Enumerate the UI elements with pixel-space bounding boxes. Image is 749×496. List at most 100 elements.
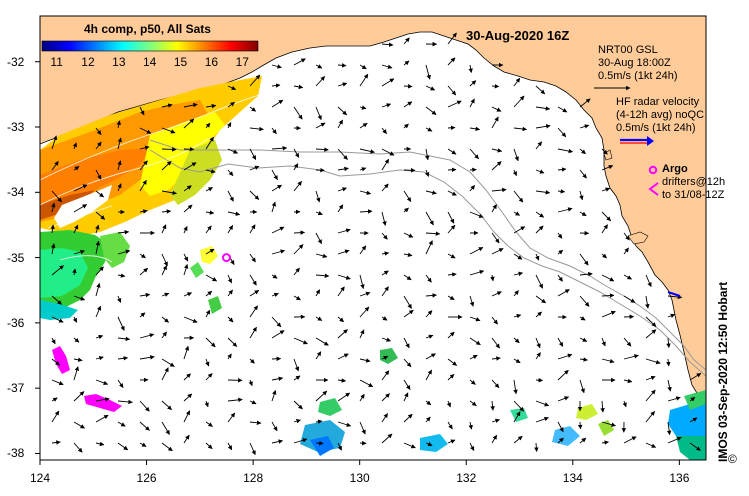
current-arrow [425, 64, 431, 80]
current-arrow [293, 267, 300, 276]
current-arrow [95, 266, 104, 276]
current-arrow [469, 337, 481, 346]
current-arrow [51, 410, 60, 423]
current-arrow [315, 147, 329, 152]
current-arrow [183, 345, 190, 360]
current-arrow [337, 274, 351, 280]
current-arrow [535, 253, 540, 261]
current-arrow [51, 440, 61, 445]
current-arrow [183, 393, 193, 402]
current-arrow [161, 224, 167, 234]
current-arrow [248, 379, 253, 387]
current-arrow [689, 373, 702, 381]
current-arrow [139, 209, 148, 214]
current-arrow [491, 418, 500, 423]
current-arrow [425, 334, 434, 339]
current-arrow [117, 442, 129, 451]
current-arrow [447, 272, 457, 277]
current-arrow [381, 370, 390, 381]
current-arrow [359, 122, 368, 129]
current-arrow [315, 64, 323, 69]
current-arrow [403, 84, 413, 89]
current-arrow [183, 316, 198, 323]
current-arrow [95, 305, 102, 318]
current-arrow [623, 378, 633, 384]
latitude-tick-label: -33 [7, 120, 25, 134]
current-arrow [381, 148, 395, 156]
current-arrow [577, 421, 583, 430]
current-arrow [491, 316, 498, 325]
current-arrow [271, 316, 282, 328]
current-arrow [73, 421, 85, 429]
current-arrow [557, 337, 564, 347]
current-arrow [95, 211, 106, 220]
current-arrow [161, 265, 168, 276]
current-arrow [557, 106, 568, 113]
current-arrow [403, 101, 413, 108]
current-arrow [579, 169, 587, 179]
current-arrow [95, 240, 100, 255]
current-arrow [447, 85, 457, 96]
colorbar-tick-label: 17 [235, 55, 249, 69]
current-arrow [293, 148, 300, 158]
current-arrow [403, 379, 411, 390]
current-arrow [403, 295, 412, 309]
current-arrow [117, 160, 122, 171]
current-arrow [315, 351, 322, 360]
current-arrow [249, 224, 256, 234]
hf-legend-line-3: 0.5m/s (1kt 24h) [616, 122, 696, 134]
current-arrow [73, 295, 86, 301]
current-arrow [579, 437, 587, 444]
current-arrow [601, 211, 612, 222]
current-arrow [95, 282, 101, 297]
longitude-tick-label: 132 [456, 471, 477, 485]
hf-legend-line-1: HF radar velocity [616, 96, 700, 108]
current-arrow [381, 64, 393, 69]
current-arrow [403, 37, 410, 45]
colorbar-tick-label: 16 [204, 55, 219, 69]
current-arrow [381, 103, 392, 108]
current-arrow [600, 400, 605, 413]
current-arrow [249, 358, 255, 364]
current-arrow [95, 379, 109, 386]
current-arrow [623, 247, 629, 255]
current-arrow [468, 64, 473, 74]
argo-float-marker[interactable] [221, 253, 231, 263]
current-arrow [139, 442, 147, 447]
current-arrow [359, 64, 367, 70]
current-arrow [359, 209, 373, 214]
current-arrow [161, 421, 170, 435]
current-arrow [293, 419, 301, 424]
current-arrow [73, 166, 80, 171]
current-arrow [51, 202, 56, 213]
current-arrow [51, 397, 58, 402]
current-arrow [381, 78, 395, 87]
current-arrow [513, 313, 522, 319]
current-arrow [359, 105, 367, 110]
current-arrow [227, 225, 234, 234]
current-arrow [271, 421, 278, 432]
current-arrow [359, 291, 371, 297]
current-arrow [469, 98, 475, 108]
current-arrow [491, 356, 501, 361]
current-arrow [73, 224, 79, 234]
current-arrow [271, 439, 284, 444]
colorbar-bar [41, 40, 259, 52]
current-arrow [359, 190, 372, 195]
current-arrow [95, 127, 102, 135]
current-arrow [601, 337, 606, 347]
current-arrow [469, 80, 477, 87]
current-arrow [183, 292, 193, 297]
longitude-tick-label: 126 [136, 471, 157, 485]
current-arrow [579, 98, 591, 108]
model-legend-line-1: NRT00 GSL [598, 44, 658, 56]
current-arrow [359, 393, 365, 402]
current-arrow [557, 249, 564, 255]
current-arrow [601, 440, 609, 445]
current-arrow [381, 127, 387, 134]
current-arrow [601, 253, 607, 259]
current-arrow [425, 106, 437, 115]
current-arrow [403, 392, 409, 402]
current-arrow [579, 379, 585, 394]
current-arrow [249, 326, 257, 339]
